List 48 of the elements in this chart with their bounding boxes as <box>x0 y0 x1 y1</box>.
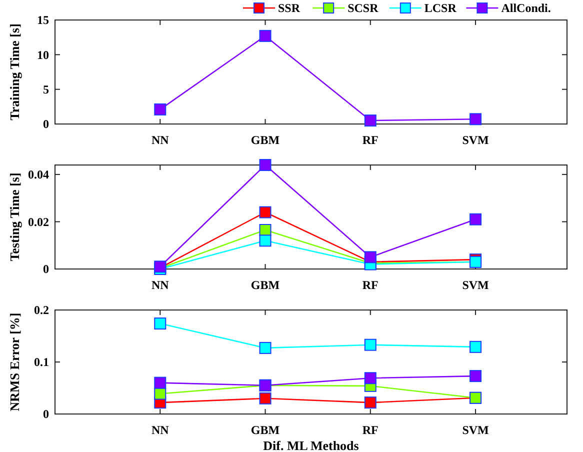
x-tick-label: GBM <box>250 278 280 292</box>
legend-label: AllCondi. <box>501 1 551 16</box>
y-tick-label: 0.2 <box>34 303 49 318</box>
y-tick-label: 0.1 <box>34 355 49 370</box>
point <box>259 234 272 247</box>
y-tick-label: 0.02 <box>28 214 49 229</box>
x-axis-title: Dif. ML Methods <box>263 438 359 452</box>
x-tick-label: SVM <box>462 423 489 437</box>
x-tick-label: GBM <box>250 423 280 437</box>
point <box>364 114 376 127</box>
x-tick-label: NN <box>151 133 170 147</box>
point <box>470 340 482 353</box>
x-tick-label: NN <box>151 423 170 437</box>
point <box>364 251 376 264</box>
y-tick-label: 0 <box>43 117 49 132</box>
y-tick-label: 0 <box>43 262 49 276</box>
x-tick-label: GBM <box>250 133 280 147</box>
legend-label: SSR <box>278 1 300 16</box>
point <box>259 206 272 218</box>
point <box>470 113 482 126</box>
point <box>259 342 272 354</box>
x-tick-label: RF <box>362 278 378 292</box>
y-tick-label: 10 <box>37 48 49 62</box>
y-axis-title: Training Time [s] <box>7 24 22 120</box>
point <box>259 392 272 404</box>
x-tick-label: SVM <box>462 278 489 292</box>
point <box>259 30 272 42</box>
x-tick-label: SVM <box>462 133 489 147</box>
point <box>364 372 376 384</box>
point <box>154 318 166 330</box>
y-tick-label: 15 <box>37 13 49 28</box>
point <box>364 338 376 351</box>
y-axis-title: Testing Time [s] <box>7 172 22 262</box>
y-tick-label: 0.04 <box>28 168 49 182</box>
legend-label: LCSR <box>424 1 457 16</box>
legend-label: SCSR <box>348 1 379 16</box>
point <box>154 103 166 116</box>
point <box>364 396 376 409</box>
x-tick-label: RF <box>362 423 378 437</box>
y-axis-title: NRMS Error [%] <box>7 312 22 412</box>
point <box>154 376 166 389</box>
x-tick-label: RF <box>362 133 378 147</box>
point <box>259 159 272 171</box>
y-tick-label: 5 <box>43 82 49 97</box>
x-tick-label: NN <box>151 278 170 292</box>
y-tick-label: 0 <box>43 407 49 422</box>
point <box>470 213 482 226</box>
point <box>470 370 482 382</box>
